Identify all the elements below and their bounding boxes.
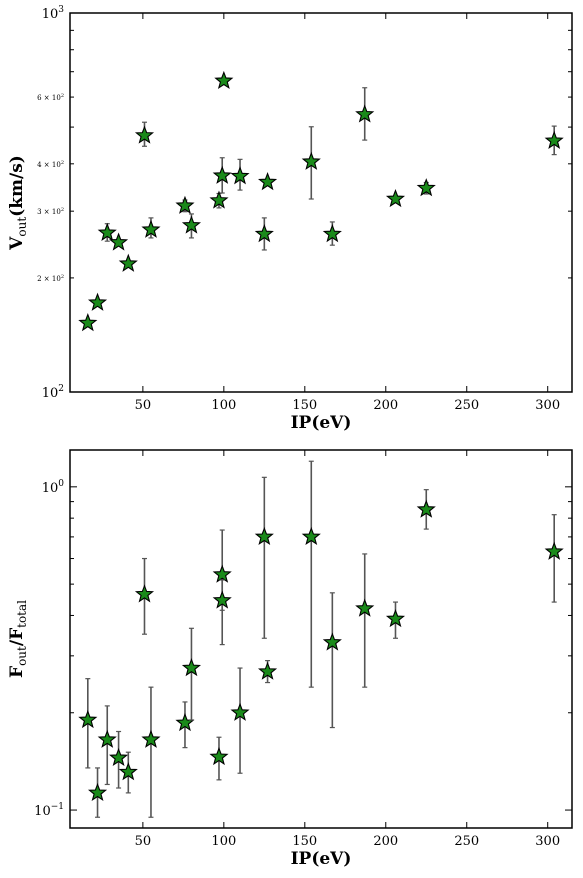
y-minor-tick-label: 6 × 102	[37, 93, 64, 102]
data-point-star	[118, 762, 138, 781]
data-point-star	[109, 747, 129, 767]
data-point-star	[118, 253, 138, 272]
y-tick-label: 102	[42, 384, 64, 401]
x-axis-label: IP(eV)	[291, 413, 352, 433]
y-minor-tick-label: 3 × 102	[37, 207, 64, 216]
x-axis-label: IP(eV)	[291, 849, 352, 869]
data-point-star	[355, 104, 375, 123]
data-point-star	[258, 172, 278, 191]
y-tick-label: 100	[42, 479, 65, 496]
data-point-star	[209, 190, 229, 209]
data-point-star	[87, 292, 108, 311]
x-tick-label: 50	[135, 834, 152, 849]
data-point-star	[141, 729, 161, 748]
plot-frame	[69, 449, 573, 829]
data-point-star	[322, 224, 342, 243]
x-tick-label: 100	[211, 834, 236, 849]
data-point-star	[78, 709, 98, 729]
data-point-star	[322, 632, 342, 651]
data-point-star	[87, 782, 108, 802]
x-tick-label: 200	[373, 834, 398, 849]
x-tick-label: 200	[373, 398, 398, 413]
data-point-star	[385, 608, 406, 628]
data-point-star	[134, 125, 155, 144]
data-point-star	[355, 598, 375, 617]
x-tick-label: 50	[135, 398, 152, 413]
x-tick-label: 300	[535, 398, 560, 413]
data-point-star	[230, 702, 250, 721]
data-point-star	[254, 224, 274, 243]
data-point-star	[416, 499, 436, 518]
x-tick-label: 150	[292, 834, 317, 849]
data-point-star	[258, 661, 278, 680]
data-point-star	[301, 526, 321, 546]
x-tick-label: 250	[454, 398, 479, 413]
data-point-star	[134, 584, 155, 603]
x-tick-label: 100	[211, 398, 236, 413]
data-point-star	[141, 219, 161, 238]
data-point-star	[97, 222, 117, 241]
data-point-star	[230, 166, 250, 185]
y-axis-label: Vout(km/s)	[7, 155, 29, 251]
flux-ratio-panel: 50 100 150 200 250 300 10−1 100 IP(eV) Fout/Ftota…	[7, 449, 573, 869]
velocity-panel: 50 100 150 200 250 300 102 103 2 × 102 3 × 102 4 ×…	[7, 5, 573, 433]
y-tick-label: 103	[42, 5, 65, 22]
y-tick-label: 10−1	[34, 802, 64, 819]
data-point-star	[254, 526, 274, 546]
data-point-star	[181, 215, 202, 234]
data-point-star	[212, 564, 232, 583]
y-minor-tick-label: 2 × 102	[37, 274, 64, 283]
data-point-star	[97, 729, 117, 748]
plot-frame	[69, 12, 573, 393]
data-point-star	[214, 70, 234, 90]
y-axis-label: Fout/Ftotal	[7, 600, 29, 678]
data-point-star	[175, 195, 195, 214]
x-tick-label: 150	[292, 398, 317, 413]
data-point-star	[301, 151, 321, 170]
data-point-star	[385, 188, 406, 208]
data-point-star	[544, 541, 564, 560]
data-point-star	[109, 232, 129, 251]
data-point-star	[416, 178, 436, 197]
data-point-star	[544, 130, 564, 149]
data-point-star	[212, 590, 232, 609]
data-point-star	[209, 746, 229, 766]
y-minor-tick-label: 4 × 102	[37, 160, 64, 169]
x-tick-label: 300	[535, 834, 560, 849]
data-point-star	[78, 313, 98, 332]
x-tick-label: 250	[454, 834, 479, 849]
data-point-star	[212, 165, 232, 184]
data-point-star	[181, 657, 202, 677]
